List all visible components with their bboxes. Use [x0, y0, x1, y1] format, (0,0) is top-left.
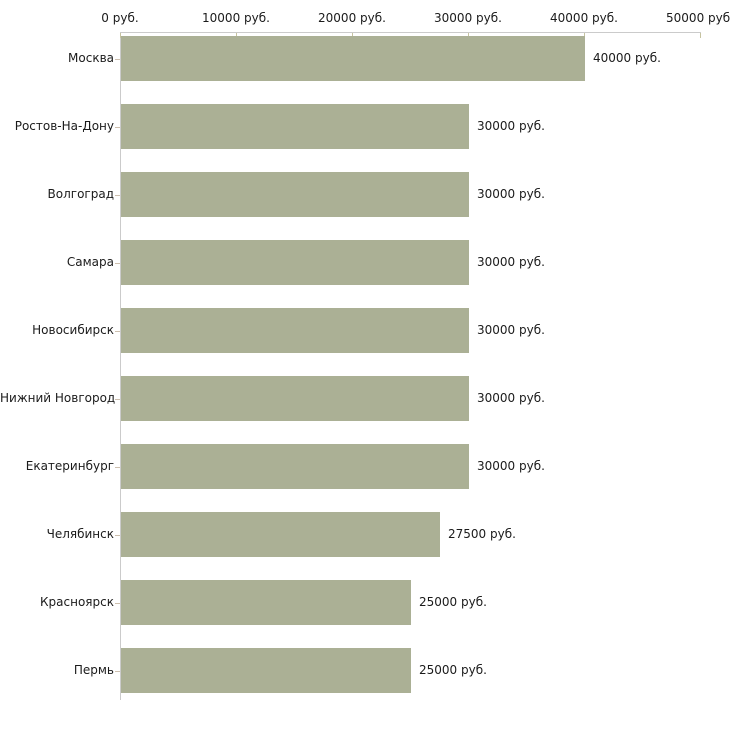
category-label: Пермь: [73, 663, 114, 677]
category-label: Волгоград: [47, 187, 114, 201]
x-axis-tick-label: 20000 руб.: [318, 11, 386, 25]
bar: [121, 36, 585, 81]
category-tick: [115, 399, 120, 400]
category-tick: [115, 671, 120, 672]
category-tick: [115, 59, 120, 60]
x-axis-line: [120, 32, 701, 33]
bar: [121, 240, 469, 285]
bar-value-label: 30000 руб.: [477, 119, 545, 133]
bar-value-label: 40000 руб.: [593, 51, 661, 65]
bar: [121, 580, 411, 625]
y-axis-line: [120, 32, 121, 700]
bar-value-label: 30000 руб.: [477, 391, 545, 405]
x-axis-tick: [352, 33, 353, 38]
bar: [121, 648, 411, 693]
bar: [121, 172, 469, 217]
bar: [121, 512, 440, 557]
category-label: Красноярск: [40, 595, 114, 609]
x-axis-tick-label: 50000 руб.: [666, 11, 730, 25]
bar: [121, 444, 469, 489]
x-axis-tick-label: 40000 руб.: [550, 11, 618, 25]
bar: [121, 104, 469, 149]
category-tick: [115, 331, 120, 332]
bar-value-label: 25000 руб.: [419, 595, 487, 609]
bar-value-label: 30000 руб.: [477, 323, 545, 337]
category-tick: [115, 263, 120, 264]
bar-value-label: 27500 руб.: [448, 527, 516, 541]
category-tick: [115, 467, 120, 468]
bar-value-label: 30000 руб.: [477, 187, 545, 201]
category-label: Москва: [68, 51, 114, 65]
category-label: Самара: [66, 255, 114, 269]
bar-value-label: 30000 руб.: [477, 459, 545, 473]
category-label: Екатеринбург: [25, 459, 114, 473]
bar: [121, 376, 469, 421]
x-axis-tick-label: 0 руб.: [101, 11, 139, 25]
bar-value-label: 30000 руб.: [477, 255, 545, 269]
bar-value-label: 25000 руб.: [419, 663, 487, 677]
bar: [121, 308, 469, 353]
x-axis-tick: [120, 33, 121, 38]
x-axis-tick-label: 30000 руб.: [434, 11, 502, 25]
x-axis-tick: [468, 33, 469, 38]
category-tick: [115, 195, 120, 196]
category-label: Ростов-На-Дону: [14, 119, 114, 133]
category-label: Нижний Новгород: [0, 391, 116, 405]
category-label: Челябинск: [46, 527, 114, 541]
category-tick: [115, 535, 120, 536]
category-tick: [115, 127, 120, 128]
category-tick: [115, 603, 120, 604]
x-axis-tick-label: 10000 руб.: [202, 11, 270, 25]
x-axis-tick: [700, 33, 701, 38]
x-axis-tick: [584, 33, 585, 38]
x-axis-tick: [236, 33, 237, 38]
category-label: Новосибирск: [32, 323, 114, 337]
